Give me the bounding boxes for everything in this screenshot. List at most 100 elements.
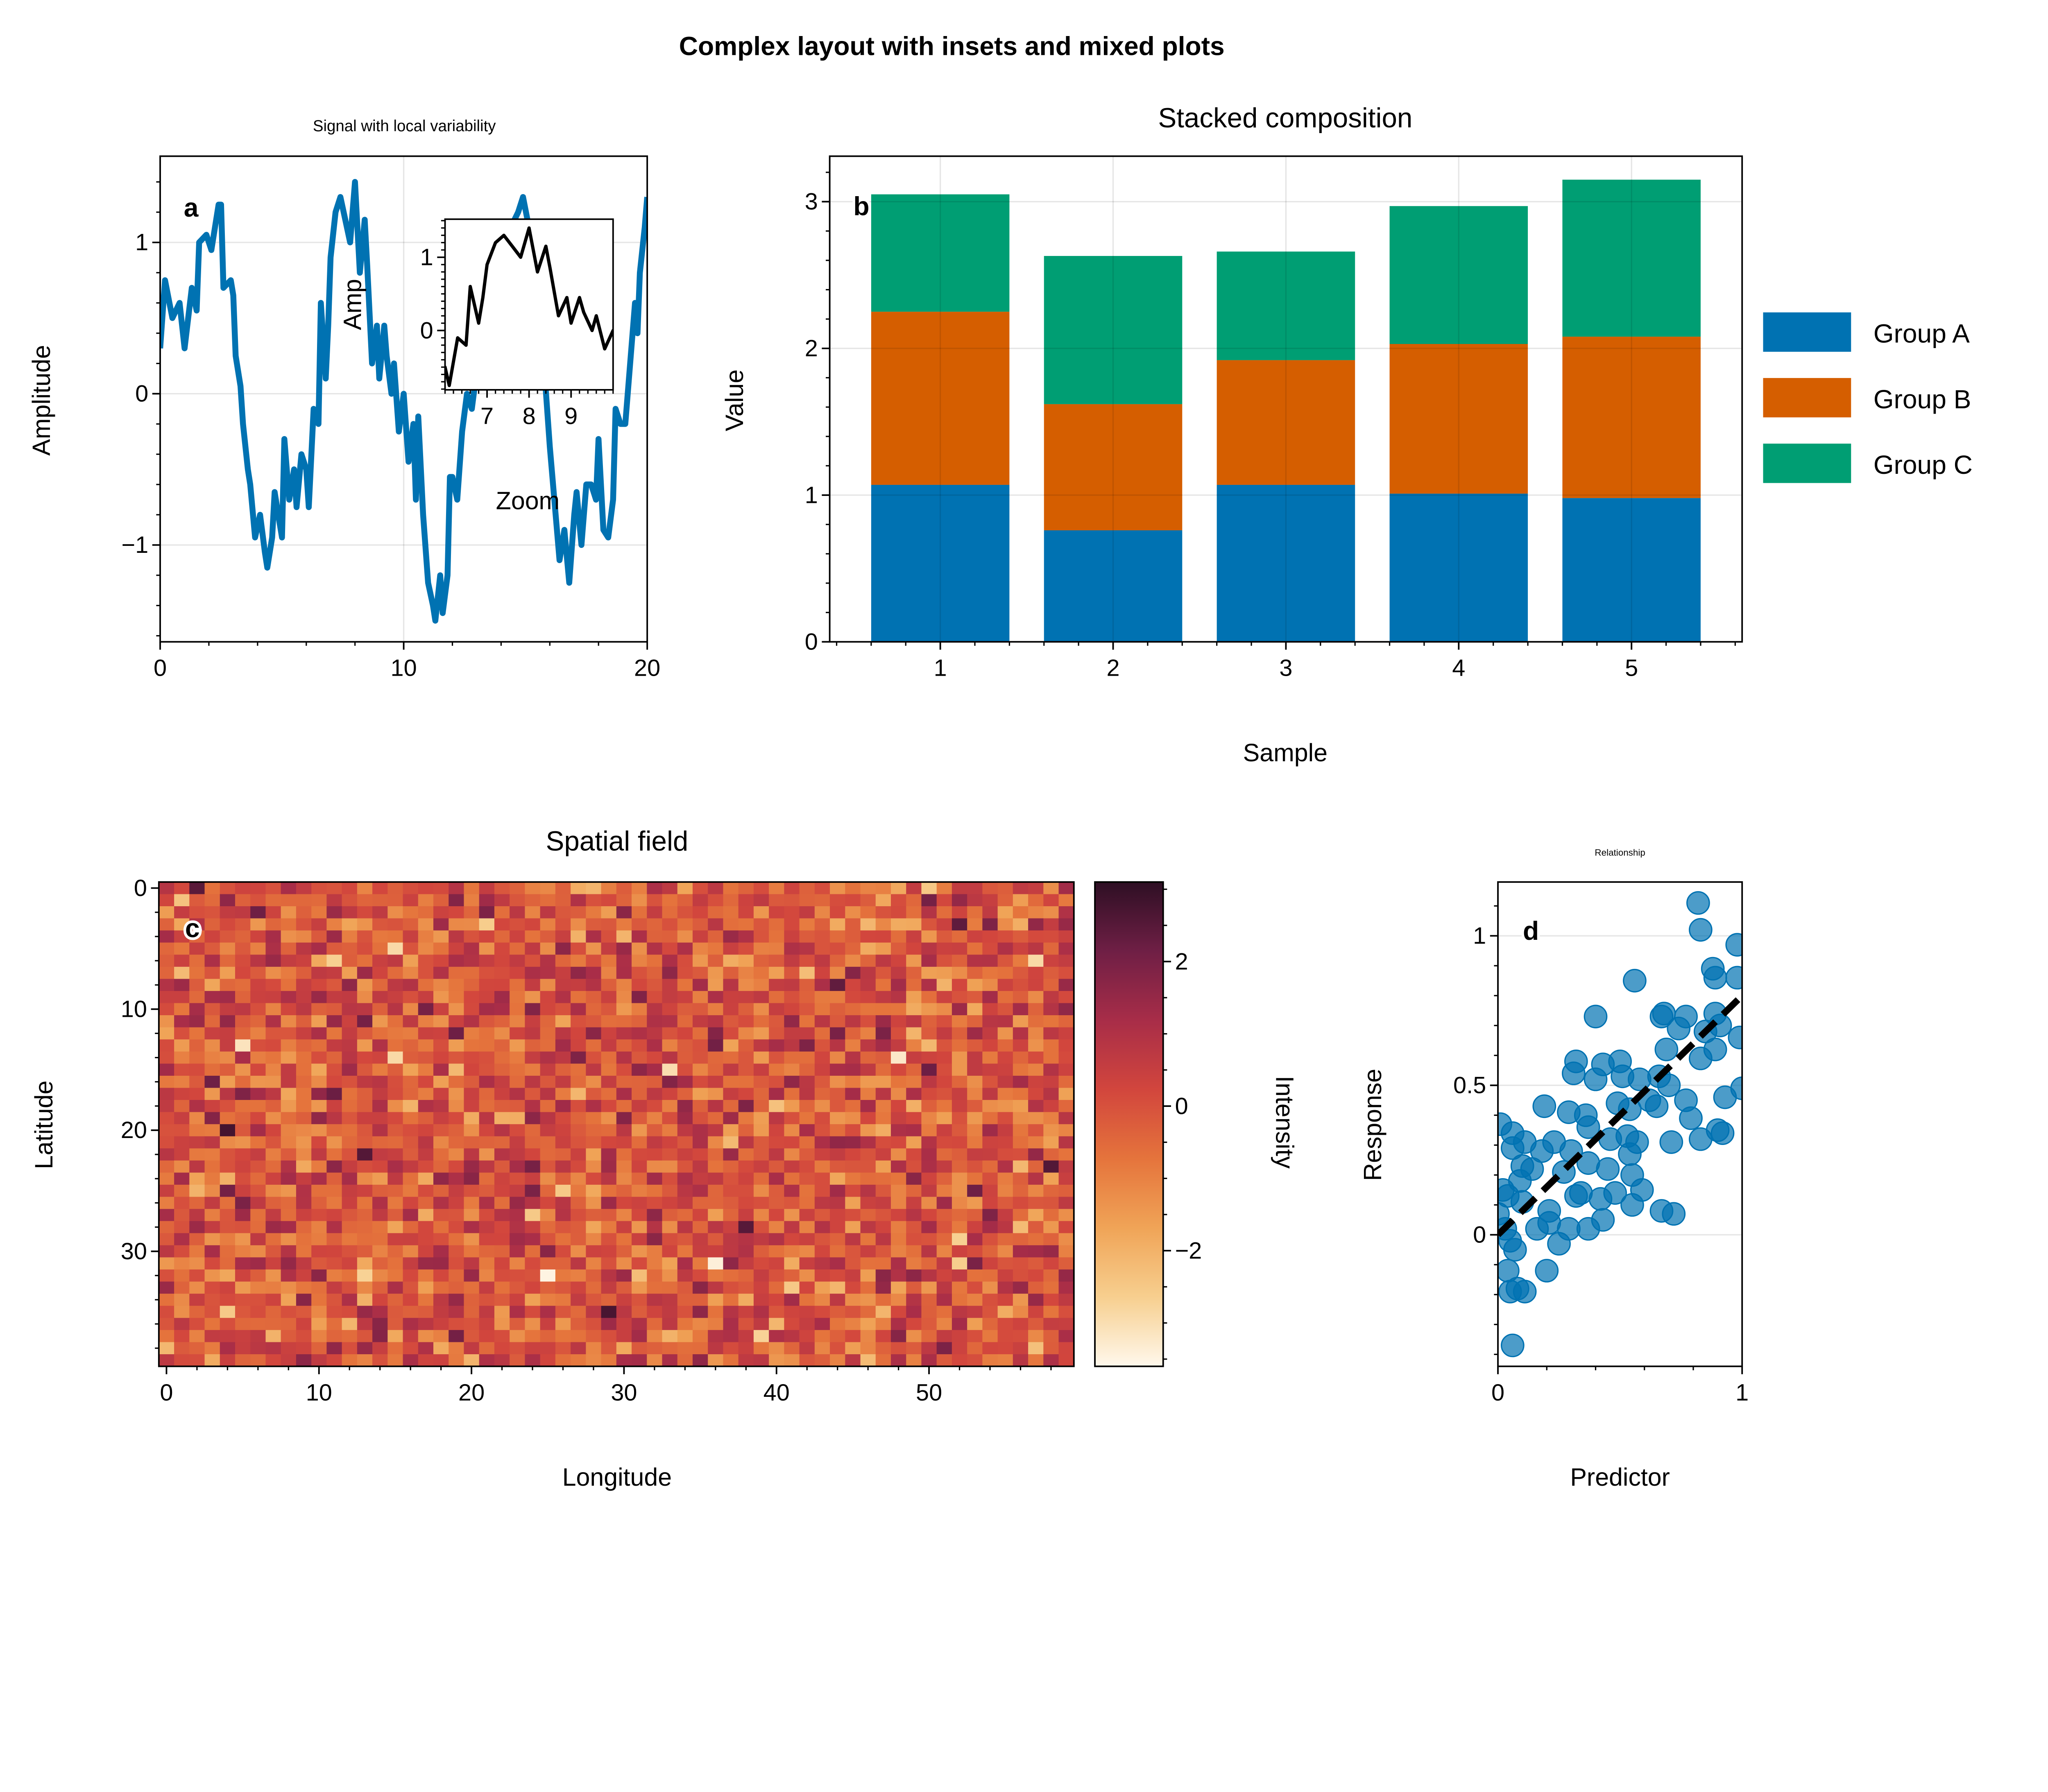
heatmap-cell: [449, 1088, 464, 1101]
scatter-point: [1725, 933, 1742, 957]
heatmap-cell: [372, 966, 388, 980]
heatmap-cell: [342, 882, 358, 895]
heatmap-cell: [326, 1051, 342, 1064]
heatmap-cell: [982, 1306, 998, 1319]
heatmap-cell: [189, 906, 205, 919]
heatmap-cell: [906, 979, 922, 991]
heatmap-cell: [967, 955, 983, 967]
heatmap-cell: [357, 1233, 373, 1246]
scatter-point: [1686, 891, 1710, 915]
heatmap-cell: [632, 1257, 648, 1270]
scatter-point: [1537, 1211, 1561, 1235]
heatmap-cell: [479, 1172, 495, 1186]
heatmap-cell: [571, 1221, 587, 1234]
heatmap-cell: [250, 1342, 266, 1355]
heatmap-cell: [418, 1209, 434, 1222]
heatmap-cell: [692, 1100, 709, 1113]
heatmap-cell: [616, 1136, 632, 1149]
heatmap-cell: [387, 930, 403, 943]
heatmap-cell: [403, 894, 419, 907]
heatmap-cell: [708, 1354, 724, 1367]
heatmap-cell: [601, 1209, 617, 1222]
heatmap-cell: [510, 1233, 526, 1246]
heatmap-cell: [799, 1172, 815, 1186]
heatmap-cell: [540, 979, 556, 991]
heatmap-cell: [357, 979, 373, 991]
panel-c-xtick-label: 40: [763, 1380, 790, 1406]
heatmap-cell: [891, 882, 907, 895]
heatmap-cell: [906, 1124, 922, 1137]
heatmap-cell: [1058, 1039, 1074, 1052]
scatter-point: [1598, 1127, 1622, 1151]
heatmap-cell: [616, 966, 632, 980]
heatmap-cell: [220, 1003, 236, 1016]
heatmap-cell: [326, 1342, 342, 1355]
heatmap-cell: [174, 1342, 190, 1355]
heatmap-cell: [830, 1051, 846, 1064]
heatmap-cell: [647, 1172, 663, 1186]
heatmap-cell: [921, 1088, 937, 1101]
heatmap-cell: [326, 1027, 342, 1040]
heatmap-cell: [235, 1269, 251, 1282]
heatmap-cell: [220, 1197, 236, 1210]
heatmap-cell: [494, 1112, 510, 1125]
heatmap-cell: [220, 894, 236, 907]
heatmap-cell: [479, 942, 495, 955]
heatmap-cell: [647, 966, 663, 980]
heatmap-cell: [326, 1197, 342, 1210]
heatmap-cell: [540, 1160, 556, 1173]
heatmap-cell: [418, 882, 434, 895]
heatmap-cell: [632, 1197, 648, 1210]
heatmap-cell: [997, 1039, 1013, 1052]
heatmap-cell: [784, 1269, 800, 1282]
heatmap-cell: [753, 1027, 770, 1040]
heatmap-cell: [555, 1281, 571, 1294]
heatmap-cell: [326, 1160, 342, 1173]
heatmap-cell: [357, 1209, 373, 1222]
heatmap-cell: [235, 918, 251, 931]
heatmap-cell: [1043, 1197, 1059, 1210]
heatmap-cell: [952, 1330, 968, 1343]
heatmap-cell: [281, 1269, 297, 1282]
heatmap-cell: [952, 955, 968, 967]
heatmap-cell: [326, 966, 342, 980]
heatmap-cell: [189, 1281, 205, 1294]
heatmap-cell: [753, 955, 770, 967]
heatmap-cell: [769, 1209, 785, 1222]
heatmap-cell: [235, 1342, 251, 1355]
heatmap-cell: [921, 1185, 937, 1197]
heatmap-cell: [220, 906, 236, 919]
heatmap-cell: [921, 991, 937, 1004]
heatmap-cell: [875, 966, 891, 980]
heatmap-cell: [387, 955, 403, 967]
scatter-point: [1703, 1037, 1727, 1061]
heatmap-cell: [708, 1281, 724, 1294]
heatmap-cell: [784, 1342, 800, 1355]
heatmap-cell: [296, 1318, 312, 1330]
heatmap-cell: [418, 894, 434, 907]
heatmap-cell: [479, 1003, 495, 1016]
heatmap-cell: [479, 1027, 495, 1040]
heatmap-cell: [525, 1075, 541, 1088]
heatmap-cell: [403, 882, 419, 895]
heatmap-cell: [860, 918, 876, 931]
heatmap-cell: [632, 1233, 648, 1246]
heatmap-cell: [281, 1197, 297, 1210]
heatmap-cell: [372, 1354, 388, 1367]
heatmap-cell: [616, 894, 632, 907]
heatmap-cell: [449, 1075, 464, 1088]
heatmap-cell: [357, 918, 373, 931]
heatmap-cell: [769, 918, 785, 931]
heatmap-cell: [311, 1257, 327, 1270]
heatmap-cell: [1013, 979, 1029, 991]
heatmap-cell: [906, 942, 922, 955]
scatter-point: [1535, 1259, 1559, 1283]
heatmap-cell: [220, 1257, 236, 1270]
heatmap-cell: [1058, 955, 1074, 967]
heatmap-cell: [784, 906, 800, 919]
panel-c-ytick-label: 10: [121, 996, 147, 1023]
heatmap-cell: [799, 1221, 815, 1234]
heatmap-cell: [311, 1112, 327, 1125]
heatmap-cell: [220, 1136, 236, 1149]
heatmap-cell: [174, 1015, 190, 1028]
